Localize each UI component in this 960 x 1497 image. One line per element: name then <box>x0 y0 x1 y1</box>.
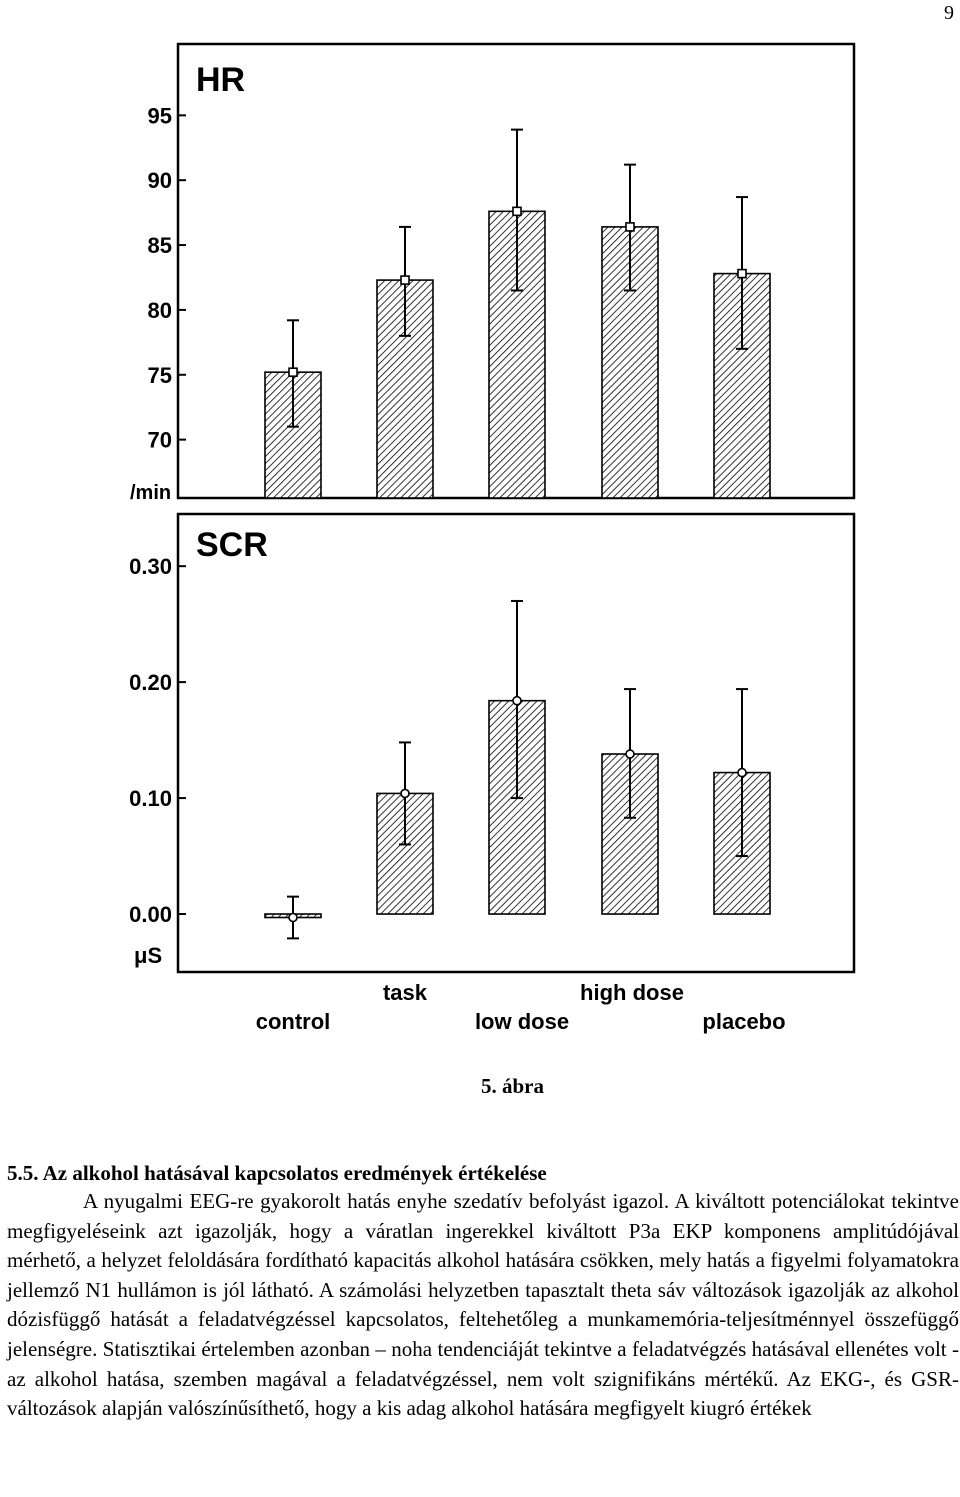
scr-mean-marker-4 <box>737 767 747 778</box>
hr-tick-label: 75 <box>148 363 172 388</box>
hr-tick-label: 95 <box>148 103 172 128</box>
scr-plot-frame <box>176 512 856 974</box>
x-label-control: control <box>256 1009 331 1034</box>
scr-ylabel: μS <box>134 943 162 968</box>
x-label-placebo: placebo <box>702 1009 785 1034</box>
hr-mean-marker-4 <box>737 268 747 279</box>
hr-tick-label: 80 <box>148 298 172 323</box>
scr-mean-marker-0 <box>288 912 298 923</box>
scr-chart: SCR μS 0.30 0.20 0.10 0.00 <box>129 512 856 974</box>
scr-mean-marker-3 <box>625 749 635 759</box>
hr-chart: HR /min 95 90 85 80 75 70 <box>130 42 856 504</box>
hr-chart-title: HR <box>196 61 245 99</box>
hr-mean-marker-1 <box>400 275 410 285</box>
page-number: 9 <box>944 2 954 24</box>
scr-chart-title: SCR <box>196 526 268 564</box>
scr-mean-marker-1 <box>400 788 410 799</box>
scr-tick-label: 0.00 <box>129 902 172 927</box>
hr-tick-label: 85 <box>148 233 172 258</box>
x-label-low-dose: low dose <box>475 1009 569 1034</box>
hr-tick-label: 70 <box>148 428 172 453</box>
section-heading: 5.5. Az alkohol hatásával kapcsolatos er… <box>7 1161 547 1185</box>
hr-mean-marker-2 <box>512 206 522 217</box>
figure-caption: 5. ábra <box>481 1074 544 1098</box>
hr-ylabel: /min <box>130 482 171 504</box>
hr-tick-label: 90 <box>148 168 172 193</box>
scr-tick-label: 0.20 <box>129 670 172 695</box>
scr-tick-label: 0.10 <box>129 786 172 811</box>
hr-mean-marker-0 <box>288 367 298 377</box>
hr-mean-marker-3 <box>625 222 635 232</box>
body-text: A nyugalmi EEG-re gyakorolt hatás enyhe … <box>7 1187 959 1424</box>
x-axis-labels: task high dose control low dose placebo <box>256 980 786 1034</box>
scr-tick-label: 0.30 <box>129 554 172 579</box>
x-label-task: task <box>383 980 428 1005</box>
body-paragraph: A nyugalmi EEG-re gyakorolt hatás enyhe … <box>7 1189 959 1421</box>
scr-mean-marker-2 <box>512 695 522 706</box>
figure-hr-scr: HR /min 95 90 85 80 75 70 SCR μS 0.30 0.20 0.10… <box>129 42 856 1034</box>
x-label-high-dose: high dose <box>580 980 684 1005</box>
